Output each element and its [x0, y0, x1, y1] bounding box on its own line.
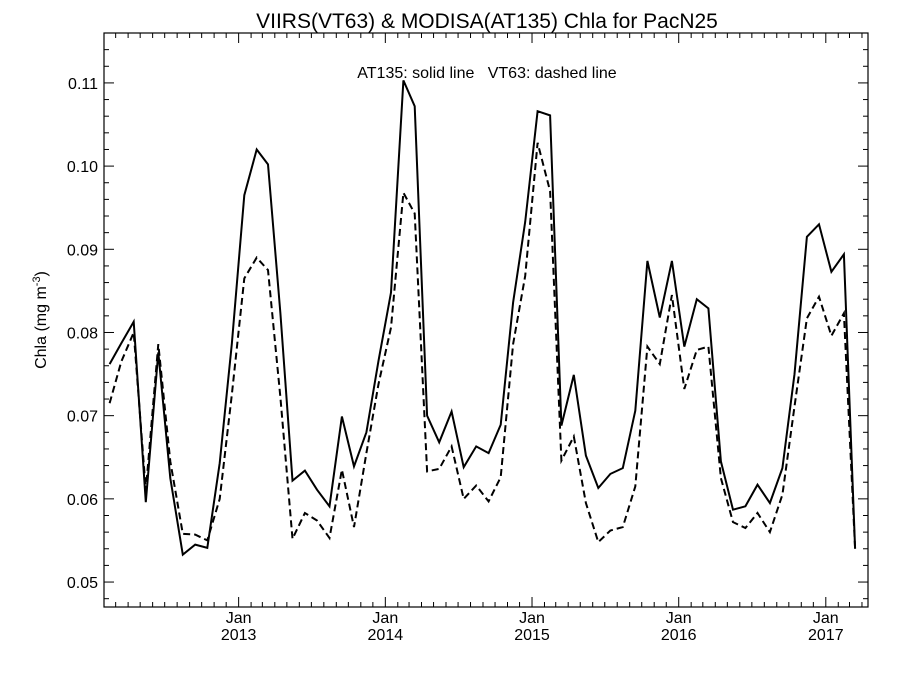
x-tick-label-month: Jan [519, 610, 545, 627]
series-line-at135 [108, 79, 857, 557]
x-tick-label-year: 2015 [514, 627, 550, 644]
axis-ticks: 0.050.060.070.080.090.100.11Jan2013Jan20… [67, 32, 868, 644]
x-tick-label-year: 2016 [661, 627, 697, 644]
y-tick-label: 0.08 [67, 325, 98, 342]
y-tick-label: 0.10 [67, 159, 98, 176]
y-tick-label: 0.07 [67, 409, 98, 426]
chart-title: VIIRS(VT63) & MODISA(AT135) Chla for Pac… [256, 10, 718, 33]
y-axis-label: Chla (mg m-3) [31, 271, 50, 369]
line-style-annotation: AT135: solid line VT63: dashed line [357, 65, 617, 82]
y-tick-label: 0.09 [67, 242, 98, 259]
series-line-vt63 [108, 142, 857, 549]
y-axis-label-superscript: -3 [31, 276, 43, 286]
plot-frame [103, 32, 869, 608]
y-axis-label-main: Chla (mg m [33, 286, 50, 369]
y-axis-label-close: ) [33, 271, 50, 276]
x-tick-label-month: Jan [372, 610, 398, 627]
x-tick-label-month: Jan [813, 610, 839, 627]
x-tick-label-year: 2017 [808, 627, 844, 644]
x-tick-label-month: Jan [666, 610, 692, 627]
x-tick-label-month: Jan [226, 610, 252, 627]
x-tick-label-year: 2014 [368, 627, 404, 644]
y-tick-label: 0.05 [67, 575, 98, 592]
x-tick-label-year: 2013 [221, 627, 257, 644]
plot-series [108, 79, 857, 557]
y-tick-label: 0.06 [67, 492, 98, 509]
y-tick-label: 0.11 [68, 76, 98, 93]
